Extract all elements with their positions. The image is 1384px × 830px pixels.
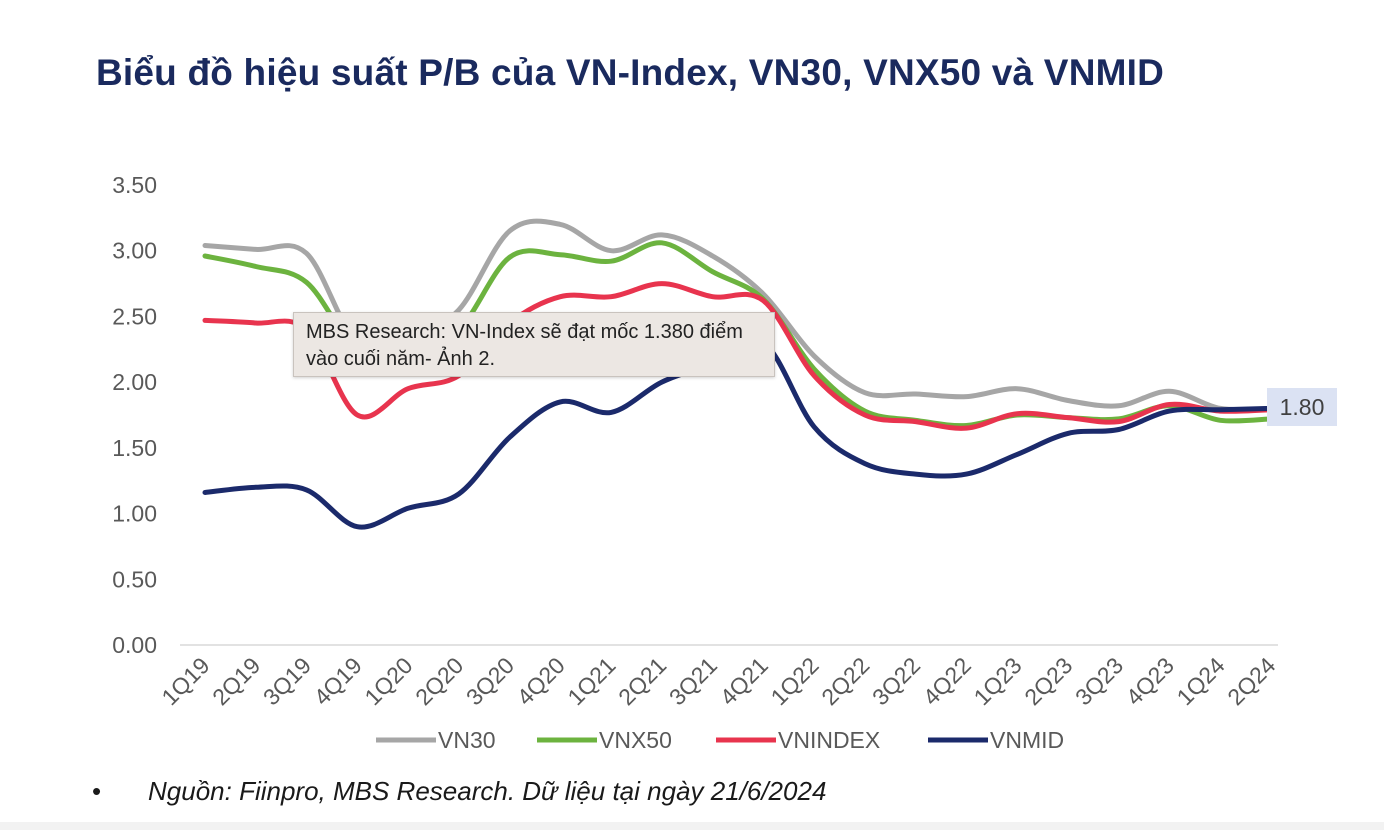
x-tick-label: 4Q23	[1121, 652, 1179, 710]
x-tick-label: 1Q20	[359, 652, 417, 710]
x-tick-label: 2Q21	[613, 652, 671, 710]
x-tick-label: 3Q23	[1070, 652, 1128, 710]
x-tick-label: 1Q23	[969, 652, 1027, 710]
x-tick-label: 1Q22	[765, 652, 823, 710]
x-tick-label: 2Q19	[207, 652, 265, 710]
x-tick-label: 1Q21	[562, 652, 620, 710]
x-axis-ticks: 1Q192Q193Q194Q191Q202Q203Q204Q201Q212Q21…	[156, 652, 1280, 710]
source-footnote: • Nguồn: Fiinpro, MBS Research. Dữ liệu t…	[92, 776, 826, 807]
x-tick-label: 3Q21	[664, 652, 722, 710]
legend-label-vnmid: VNMID	[990, 727, 1064, 753]
x-tick-label: 2Q24	[1222, 652, 1280, 710]
chart-title: Biểu đồ hiệu suất P/B của VN-Index, VN30…	[96, 52, 1165, 93]
image-caption-tooltip: MBS Research: VN-Index sẽ đạt mốc 1.380 …	[293, 312, 775, 377]
y-tick-label: 2.50	[112, 303, 157, 329]
y-tick-label: 0.00	[112, 632, 157, 658]
x-tick-label: 1Q24	[1172, 652, 1230, 710]
x-tick-label: 2Q22	[816, 652, 874, 710]
legend-label-vnx50: VNX50	[599, 727, 672, 753]
y-axis-ticks: 0.00 0.50 1.00 1.50 2.00 2.50 3.00 3.50	[112, 172, 157, 658]
bullet-point: •	[92, 776, 102, 806]
y-tick-label: 3.50	[112, 172, 157, 198]
x-tick-label: 4Q21	[715, 652, 773, 710]
x-tick-label: 3Q22	[867, 652, 925, 710]
y-tick-label: 0.50	[112, 566, 157, 592]
x-tick-label: 3Q20	[461, 652, 519, 710]
source-text: Nguồn: Fiinpro, MBS Research. Dữ liệu tạ…	[148, 776, 827, 806]
x-tick-label: 3Q19	[258, 652, 316, 710]
x-tick-label: 4Q20	[512, 652, 570, 710]
y-tick-label: 1.00	[112, 501, 157, 527]
chart-legend: VN30 VNX50 VNINDEX VNMID	[376, 727, 1064, 753]
x-tick-label: 4Q22	[918, 652, 976, 710]
x-tick-label: 1Q19	[156, 652, 214, 710]
y-tick-label: 3.00	[112, 238, 157, 264]
legend-label-vn30: VN30	[438, 727, 496, 753]
y-tick-label: 1.50	[112, 435, 157, 461]
legend-label-vnindex: VNINDEX	[778, 727, 880, 753]
bottom-strip	[0, 822, 1384, 830]
series-line-vnindex	[202, 281, 1274, 431]
x-tick-label: 2Q20	[410, 652, 468, 710]
y-tick-label: 2.00	[112, 369, 157, 395]
last-value-label: 1.80	[1267, 388, 1337, 426]
x-tick-label: 4Q19	[309, 652, 367, 710]
x-tick-label: 2Q23	[1019, 652, 1077, 710]
